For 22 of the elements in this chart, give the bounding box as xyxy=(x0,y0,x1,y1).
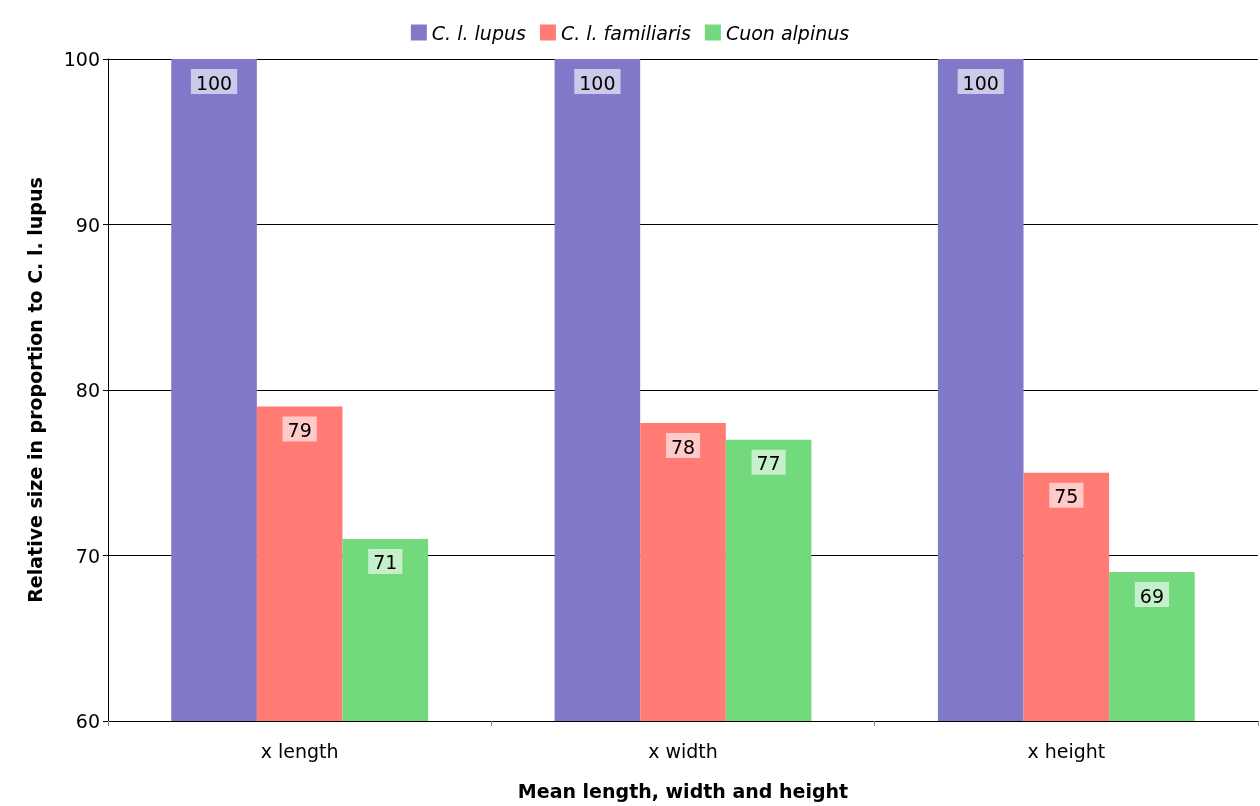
x-tick-label: x length xyxy=(260,739,339,762)
data-label: 77 xyxy=(756,452,781,475)
data-label: 100 xyxy=(579,71,616,94)
x-axis-title: Mean length, width and height xyxy=(517,779,849,802)
data-label: 71 xyxy=(373,551,398,574)
y-tick-label: 90 xyxy=(75,213,100,236)
data-label: 79 xyxy=(287,419,312,442)
y-tick-label: 80 xyxy=(75,379,100,401)
x-tick-label: x width xyxy=(648,739,718,762)
y-tick-label: 70 xyxy=(75,544,100,567)
y-axis-title: Relative size in proportion to C. l. lupus xyxy=(23,177,46,603)
x-tick-label: x height xyxy=(1027,739,1106,762)
data-label: 100 xyxy=(195,71,233,94)
data-label: 78 xyxy=(670,435,696,458)
legend-label: C. l. lupus xyxy=(431,21,526,44)
legend-label: Cuon alpinus xyxy=(725,21,850,44)
y-tick-label: 100 xyxy=(63,48,100,70)
y-tick-label: 60 xyxy=(75,710,100,732)
legend-label: C. l. familiaris xyxy=(560,21,691,44)
data-label: 75 xyxy=(1054,485,1079,508)
data-label: 69 xyxy=(1139,584,1165,607)
data-label: 100 xyxy=(962,71,999,94)
